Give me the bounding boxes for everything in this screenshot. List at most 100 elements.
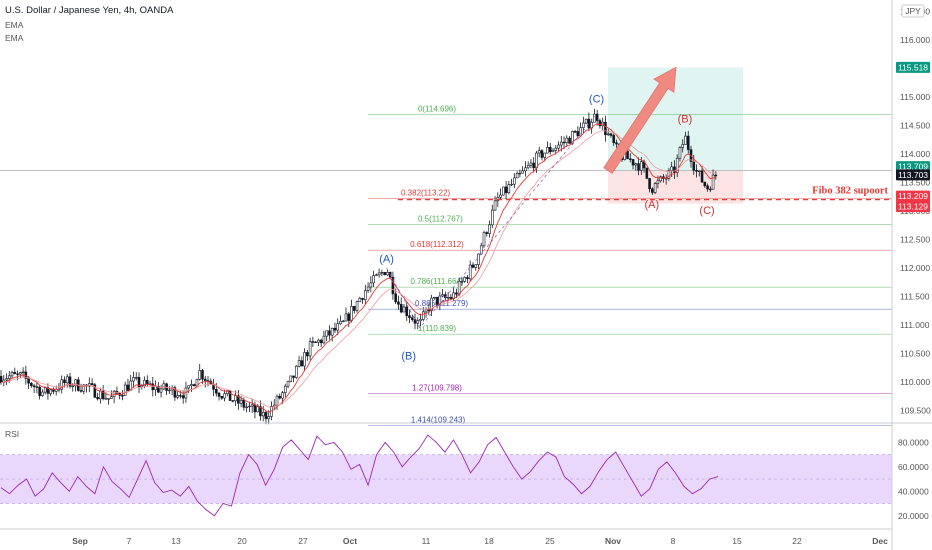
price-tick-label: 114.500 — [900, 120, 930, 130]
candle-body — [99, 390, 102, 400]
price-badge — [896, 190, 930, 202]
candle-body — [198, 370, 202, 380]
candle-body — [543, 152, 547, 158]
time-tick-label: Dec — [872, 536, 888, 546]
candle-body — [529, 162, 533, 166]
candle-body — [96, 397, 99, 400]
candle-body — [132, 377, 135, 382]
candle-body — [648, 178, 651, 190]
candle-body — [499, 194, 502, 198]
candle-body — [281, 392, 284, 399]
candle-body — [306, 352, 309, 357]
candle-body — [504, 186, 508, 194]
time-tick-label: Oct — [343, 536, 357, 546]
candle-body — [239, 399, 243, 404]
candle-body — [187, 385, 190, 389]
fib-level-label: 0.5(112.767) — [418, 214, 463, 223]
rsi-tick-label: 20.0000 — [898, 511, 929, 521]
candle-body — [292, 375, 295, 378]
candle-body — [319, 339, 323, 344]
time-tick-label: 25 — [545, 536, 555, 546]
fib-level-label: 0.382(113.22) — [401, 188, 451, 197]
candle-body — [637, 163, 640, 171]
candle-body — [457, 281, 461, 295]
candle-body — [286, 381, 290, 387]
candle-body — [137, 377, 141, 388]
candle-body — [217, 392, 221, 397]
candle-body — [159, 388, 163, 393]
candle-body — [424, 309, 428, 313]
ema-indicator-label-1[interactable]: EMA — [5, 20, 24, 30]
candle-body — [283, 385, 287, 393]
candle-body — [350, 305, 353, 321]
candle-body — [477, 253, 480, 265]
candle-body — [532, 162, 535, 169]
candle-body — [695, 169, 698, 172]
candle-body — [709, 188, 712, 191]
candle-body — [259, 406, 262, 417]
candle-body — [237, 395, 240, 404]
candle-body — [43, 387, 47, 393]
rsi-tick-label: 80.0000 — [898, 437, 929, 447]
candle-body — [195, 378, 199, 387]
candle-body — [190, 384, 193, 387]
candle-body — [595, 113, 599, 121]
candle-body — [314, 341, 317, 343]
candle-body — [419, 319, 422, 322]
candle-body — [651, 188, 654, 193]
candle-body — [300, 360, 304, 367]
candle-body — [703, 181, 707, 187]
candle-body — [559, 141, 563, 146]
candle-body — [386, 272, 389, 276]
candle-body — [524, 167, 527, 172]
time-tick-label: 11 — [422, 536, 431, 546]
price-tick-label: 111.500 — [900, 292, 930, 302]
candle-body — [201, 370, 204, 380]
candle-body — [278, 395, 282, 399]
candle-body — [16, 373, 19, 375]
candle-body — [433, 296, 436, 299]
candle-body — [670, 166, 673, 171]
candle-body — [612, 135, 616, 144]
candle-body — [507, 184, 511, 194]
candle-body — [203, 378, 207, 381]
candle-body — [49, 389, 52, 394]
price-badge — [896, 61, 930, 73]
target-arrow — [603, 66, 677, 174]
candle-body — [90, 383, 94, 385]
candle-body — [333, 327, 337, 331]
candle-body — [446, 296, 450, 299]
candle-body — [463, 277, 466, 282]
price-badge-label: 113.703 — [898, 170, 928, 180]
candle-body — [673, 166, 676, 173]
candle-body — [667, 170, 671, 179]
price-badge-label: 113.709 — [898, 162, 928, 172]
time-tick-label: 8 — [671, 536, 676, 546]
candle-body — [468, 264, 472, 280]
candle-body — [485, 232, 489, 234]
fib-level-label: 0(114.696) — [418, 104, 456, 113]
candle-body — [631, 159, 635, 166]
price-badge — [896, 169, 930, 181]
candle-body — [121, 395, 124, 397]
fib-level-label: 0.886(111.279) — [415, 299, 468, 308]
candle-body — [253, 404, 257, 413]
price-badge-label: 113.209 — [898, 191, 928, 201]
price-tick-label: 116.000 — [900, 35, 930, 45]
wave-label: (C) — [589, 94, 604, 106]
candle-body — [181, 395, 185, 399]
candle-body — [46, 387, 50, 394]
candle-body — [540, 150, 544, 158]
candle-body — [143, 380, 146, 387]
ema-indicator-label-2[interactable]: EMA — [5, 33, 24, 43]
candle-body — [435, 296, 439, 305]
candle-body — [220, 396, 224, 399]
currency-box — [901, 4, 925, 18]
candle-body — [554, 147, 558, 151]
candle-body — [521, 170, 524, 174]
price-tick-label: 113.500 — [900, 177, 930, 187]
candle-body — [13, 372, 17, 375]
price-badge — [896, 201, 930, 213]
